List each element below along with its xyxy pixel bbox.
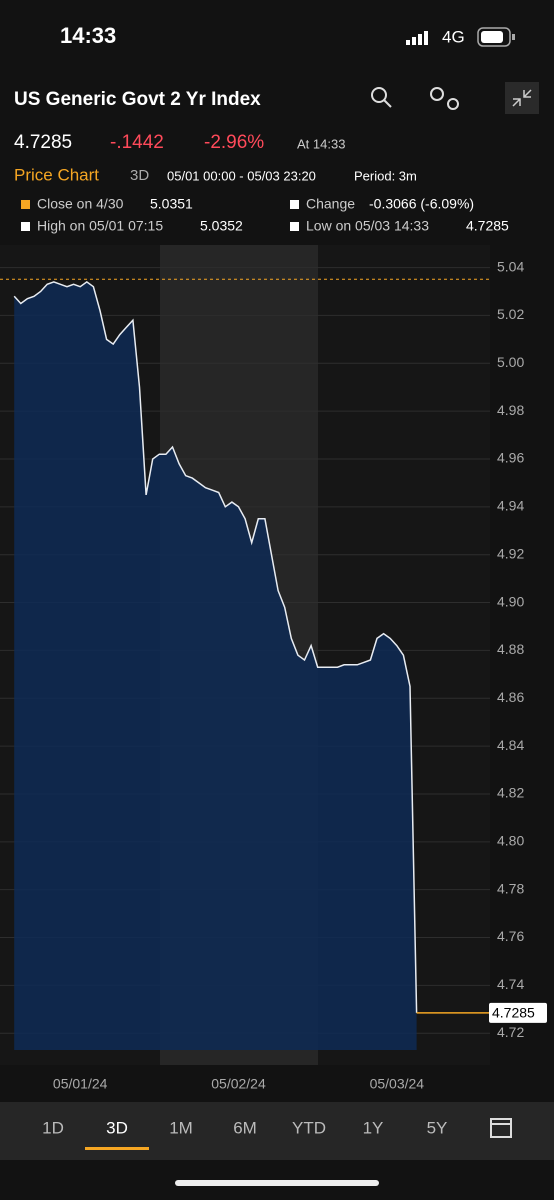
collapse-icon[interactable] bbox=[505, 82, 539, 114]
last-price-label: 4.7285 bbox=[492, 1005, 535, 1021]
legend-value: 5.0351 bbox=[150, 196, 193, 212]
last-price-box bbox=[489, 1002, 547, 1023]
tab[interactable]: 5Y bbox=[427, 1118, 448, 1137]
search-icon[interactable] bbox=[371, 87, 392, 108]
x-tick-label: 05/02/24 bbox=[211, 1076, 266, 1092]
tab[interactable]: 1Y bbox=[363, 1118, 384, 1137]
y-tick-label: 4.94 bbox=[497, 498, 524, 514]
y-tick-label: 4.90 bbox=[497, 593, 524, 609]
x-tick-label: 05/03/24 bbox=[370, 1076, 425, 1092]
y-tick-label: 4.72 bbox=[497, 1024, 524, 1040]
y-tick-label: 4.92 bbox=[497, 545, 524, 561]
network: 4G bbox=[442, 27, 465, 46]
quote-time: At 14:33 bbox=[297, 136, 345, 151]
legend-swatch bbox=[290, 200, 299, 209]
legend-label: Low on 05/03 14:33 bbox=[306, 218, 429, 234]
y-tick-label: 4.96 bbox=[497, 450, 524, 466]
y-tick-label: 4.86 bbox=[497, 689, 524, 705]
legend-swatch bbox=[21, 222, 30, 231]
settings-icon[interactable] bbox=[430, 87, 459, 110]
tab[interactable]: 6M bbox=[233, 1118, 257, 1137]
tab[interactable]: 3D bbox=[106, 1118, 128, 1137]
change-pct: -2.96% bbox=[204, 132, 264, 153]
battery bbox=[477, 27, 515, 47]
range: 3D bbox=[130, 167, 149, 184]
y-tick-label: 4.84 bbox=[497, 737, 524, 753]
legend-value: -0.3066 (-6.09%) bbox=[369, 196, 474, 212]
legend-label: Close on 4/30 bbox=[37, 196, 124, 212]
window: 05/01 00:00 - 05/03 23:20 bbox=[167, 168, 316, 183]
legend-value: 4.7285 bbox=[466, 218, 509, 234]
home-indicator bbox=[175, 1180, 379, 1186]
tab[interactable]: YTD bbox=[292, 1118, 326, 1137]
legend-swatch bbox=[290, 222, 299, 231]
tab[interactable]: 1D bbox=[42, 1118, 64, 1137]
tab-bar bbox=[0, 1102, 554, 1160]
legend-label: High on 05/01 07:15 bbox=[37, 218, 163, 234]
y-tick-label: 4.74 bbox=[497, 976, 524, 992]
title: US Generic Govt 2 Yr Index bbox=[14, 89, 261, 110]
tab[interactable]: 1M bbox=[169, 1118, 193, 1137]
y-tick-label: 4.76 bbox=[497, 928, 524, 944]
y-tick-label: 5.02 bbox=[497, 306, 524, 322]
legend-swatch bbox=[21, 200, 30, 209]
price: 4.7285 bbox=[14, 132, 72, 153]
y-tick-label: 4.82 bbox=[497, 785, 524, 801]
period: Period: 3m bbox=[354, 168, 417, 183]
y-tick-label: 5.04 bbox=[497, 258, 524, 274]
area bbox=[14, 281, 417, 1050]
y-tick-label: 4.98 bbox=[497, 402, 524, 418]
time: 14:33 bbox=[60, 23, 116, 48]
line bbox=[13, 280, 418, 1013]
change: -.1442 bbox=[110, 132, 164, 153]
legend-label: Change bbox=[306, 196, 355, 212]
plot: 4.72 4.74 4.76 4.78 4.80 4.82 4.84 4.86 4.88 4.90… bbox=[0, 258, 547, 1092]
y-tick-label: 4.78 bbox=[497, 880, 524, 896]
chart-title: Price Chart bbox=[14, 165, 99, 184]
x-tick-label: 05/01/24 bbox=[53, 1076, 108, 1092]
calendar-icon[interactable] bbox=[490, 1118, 512, 1138]
legend-value: 5.0352 bbox=[200, 218, 243, 234]
signal bbox=[406, 31, 428, 45]
tabs: 1D 3D 1M 6M YTD 1Y 5Y bbox=[42, 1118, 447, 1150]
y-tick-label: 4.88 bbox=[497, 641, 524, 657]
tab-underline bbox=[85, 1147, 149, 1150]
y-tick-label: 5.00 bbox=[497, 354, 524, 370]
y-tick-label: 4.80 bbox=[497, 833, 524, 849]
